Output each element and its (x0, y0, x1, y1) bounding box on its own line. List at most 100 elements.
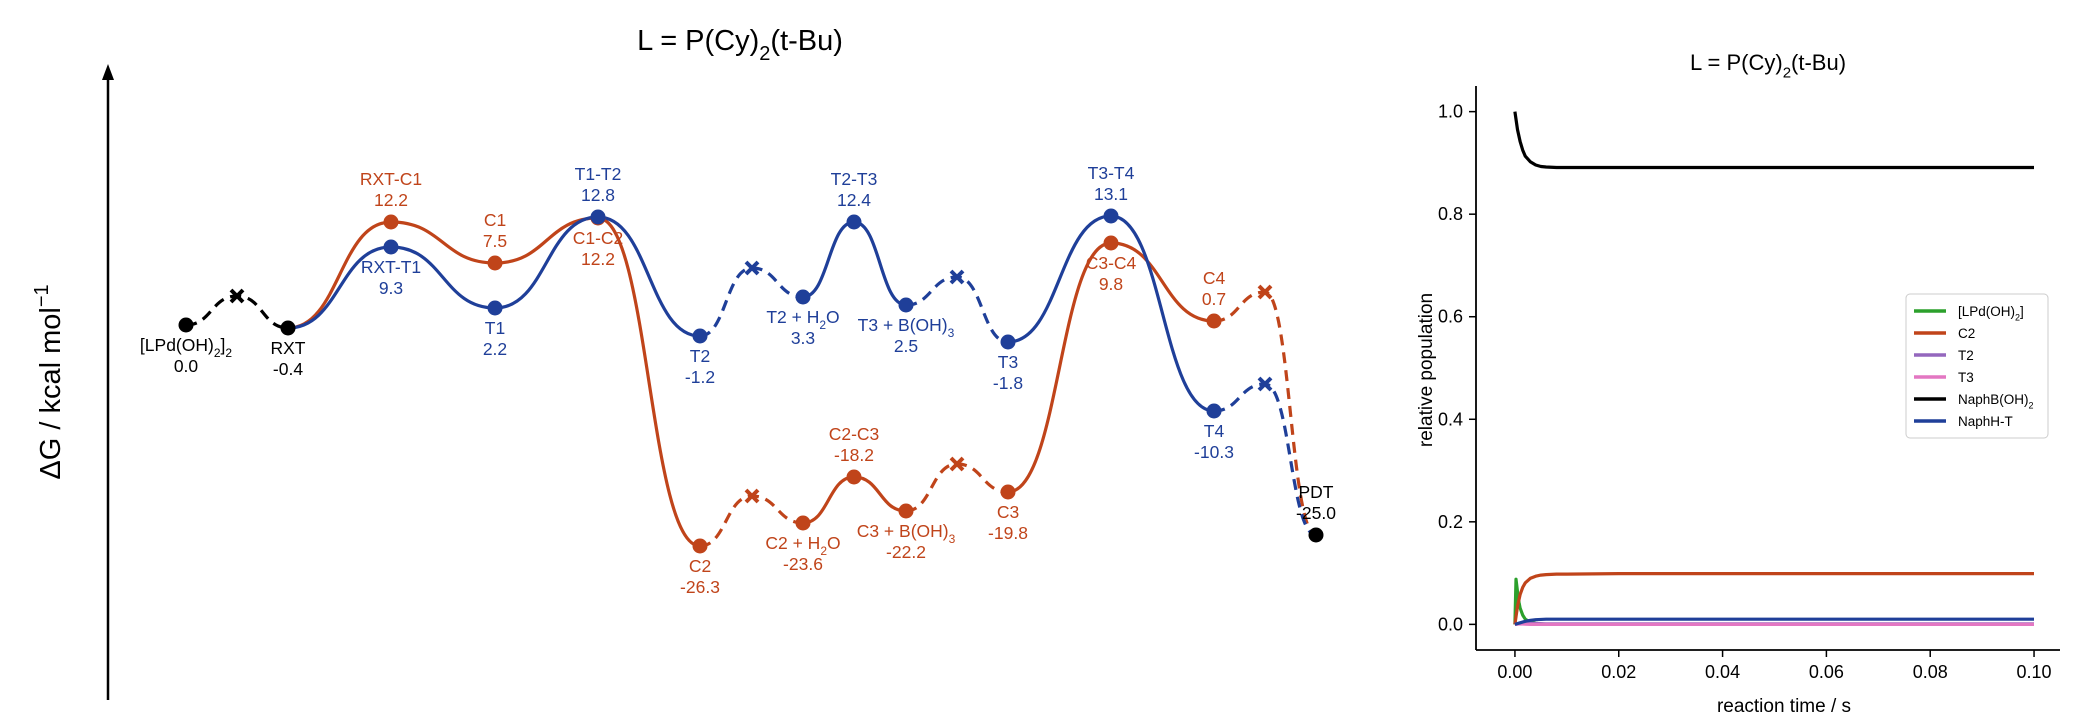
intermediate-marker-c2-c2h2o (744, 488, 760, 504)
profile-point-t4 (1206, 403, 1222, 419)
text-fragment: L = P(Cy) (1690, 50, 1783, 75)
text-fragment: (t-Bu) (1791, 50, 1846, 75)
text-fragment: T2 (1958, 348, 1974, 363)
energy-profile-title: L = P(Cy)2(t-Bu) (637, 25, 843, 65)
text-fragment: 2 (2029, 401, 2034, 411)
text-fragment: T4 (1204, 421, 1225, 441)
text-fragment: C2 (1958, 326, 1975, 341)
profile-point-t1 (487, 300, 503, 316)
x-tick-label: 0.08 (1913, 662, 1948, 682)
cross-stroke (949, 269, 965, 285)
profile-label-c1-c2: C1-C2 (573, 228, 624, 248)
text-fragment: PDT (1299, 482, 1334, 502)
cross-stroke (744, 488, 760, 504)
profile-point-pdt (1308, 527, 1324, 543)
intermediate-marker-t2-t2h2o (744, 260, 760, 276)
profile-point-rxt (280, 320, 296, 336)
profile-segment-t3-t4-to-t4 (1110, 214, 1215, 413)
profile-value-t4: -10.3 (1194, 442, 1234, 462)
profile-value-t3boh: 2.5 (894, 336, 918, 356)
text-fragment: 2 (1783, 65, 1791, 82)
text-fragment: T2 + H (766, 307, 819, 327)
text-fragment: T1 (485, 318, 505, 338)
text-fragment: T3 + B(OH) (858, 315, 948, 335)
profile-label-c3boh: C3 + B(OH)3 (857, 521, 956, 546)
profile-value-rxt-c1: 12.2 (374, 190, 408, 210)
profile-value-t2h2o: 3.3 (791, 328, 815, 348)
profile-point-c4 (1206, 313, 1222, 329)
cross-stroke (1257, 284, 1273, 300)
profile-label-t3boh: T3 + B(OH)3 (858, 315, 955, 340)
profile-value-rxt-t1: 9.3 (379, 278, 403, 298)
profile-point-rxt-t1 (383, 239, 399, 255)
profile-label-rxt-c1: RXT-C1 (360, 169, 422, 189)
profile-label-c2: C2 (689, 556, 711, 576)
legend-frame (1905, 293, 2049, 439)
series-line-naphb-oh-2 (1513, 111, 2034, 170)
energy-profile-panel: L = P(Cy)2(t-Bu) ΔG / kcal mol−1 [LPd(OH… (31, 25, 1336, 700)
profile-value-c3-c4: 9.8 (1099, 274, 1123, 294)
text-fragment: C3 + B(OH) (857, 521, 949, 541)
profile-label-pdt: PDT (1299, 482, 1334, 502)
profile-segment-c2h2o-to-c2-c3 (802, 475, 855, 525)
x-tick-label: 0.02 (1601, 662, 1636, 682)
text-fragment: C1 (484, 210, 506, 230)
text-fragment: ΔG / kcal mol (35, 307, 67, 479)
profile-value-t1-t2: 12.8 (581, 185, 615, 205)
cross-stroke (1257, 376, 1273, 392)
intermediate-marker-c4-pdt (1257, 284, 1273, 300)
profile-segment-t2h2o-to-t2-t3 (802, 220, 855, 299)
text-fragment: C4 (1203, 268, 1226, 288)
profile-value-t2-t3: 12.4 (837, 190, 871, 210)
y-tick-label: 0.8 (1438, 204, 1463, 224)
profile-point-c2 (692, 538, 708, 554)
cross-stroke (229, 288, 245, 304)
text-fragment: RXT-T1 (361, 257, 421, 277)
profile-point-t2h2o (795, 289, 811, 305)
intermediate-marker-c3boh-c3 (949, 456, 965, 472)
profile-point-rxt-c1 (383, 214, 399, 230)
text-fragment: 2 (214, 346, 221, 360)
text-fragment: T3-T4 (1088, 163, 1135, 183)
y-tick-label: 0.0 (1438, 614, 1463, 634)
population-axes: 0.00 0.02 0.04 0.06 0.08 0.10 0.0 0.2 0.4 0.6 0.8 1… (1438, 86, 2060, 682)
x-tick-label: 0.10 (2017, 662, 2052, 682)
text-fragment: T3 (1958, 370, 1974, 385)
text-fragment: O (826, 307, 840, 327)
text-fragment: 3 (949, 532, 956, 546)
profile-point-c2h2o (795, 515, 811, 531)
text-fragment: L = P(Cy) (637, 25, 759, 57)
text-fragment: T3 (998, 352, 1018, 372)
population-series (1513, 111, 2034, 627)
profile-segment-lpd-to-rxt (185, 294, 289, 330)
profile-point-t2 (692, 328, 708, 344)
text-fragment: 2 (2015, 313, 2020, 323)
y-tick-label: 0.6 (1438, 307, 1463, 327)
profile-value-c4: 0.7 (1202, 289, 1226, 309)
profile-label-c4: C4 (1203, 268, 1226, 288)
y-tick-label: 0.2 (1438, 512, 1463, 532)
profile-label-t3: T3 (998, 352, 1018, 372)
legend-label-t2: T2 (1958, 348, 1974, 363)
y-tick-label: 0.4 (1438, 409, 1463, 429)
text-fragment: C1-C2 (573, 228, 624, 248)
profile-segment-rxt-t1-to-t1 (390, 245, 496, 310)
profile-segment-c4-to-pdt (1213, 290, 1317, 537)
profile-value-c2: -26.3 (680, 577, 720, 597)
energy-axis-arrowhead (102, 64, 114, 80)
cross-stroke (744, 260, 760, 276)
profile-label-c2h2o: C2 + H2O (765, 533, 840, 558)
cross-stroke (949, 456, 965, 472)
intermediate-marker-t3boh-t3 (949, 269, 965, 285)
profile-label-t2: T2 (690, 346, 710, 366)
profile-label-lpd: [LPd(OH)2]2 (140, 335, 232, 360)
text-fragment: T2 (690, 346, 710, 366)
profile-segment-c1-c2-to-c2 (597, 216, 701, 548)
text-fragment: RXT-C1 (360, 169, 422, 189)
profile-segment-t4-to-pdt (1213, 382, 1317, 537)
text-fragment: O (827, 533, 841, 553)
text-fragment: [LPd(OH) (140, 335, 214, 355)
population-panel: L = P(Cy)2(t-Bu) 0.00 0.02 0.04 0.06 0.08 0.1… (1416, 50, 2060, 717)
